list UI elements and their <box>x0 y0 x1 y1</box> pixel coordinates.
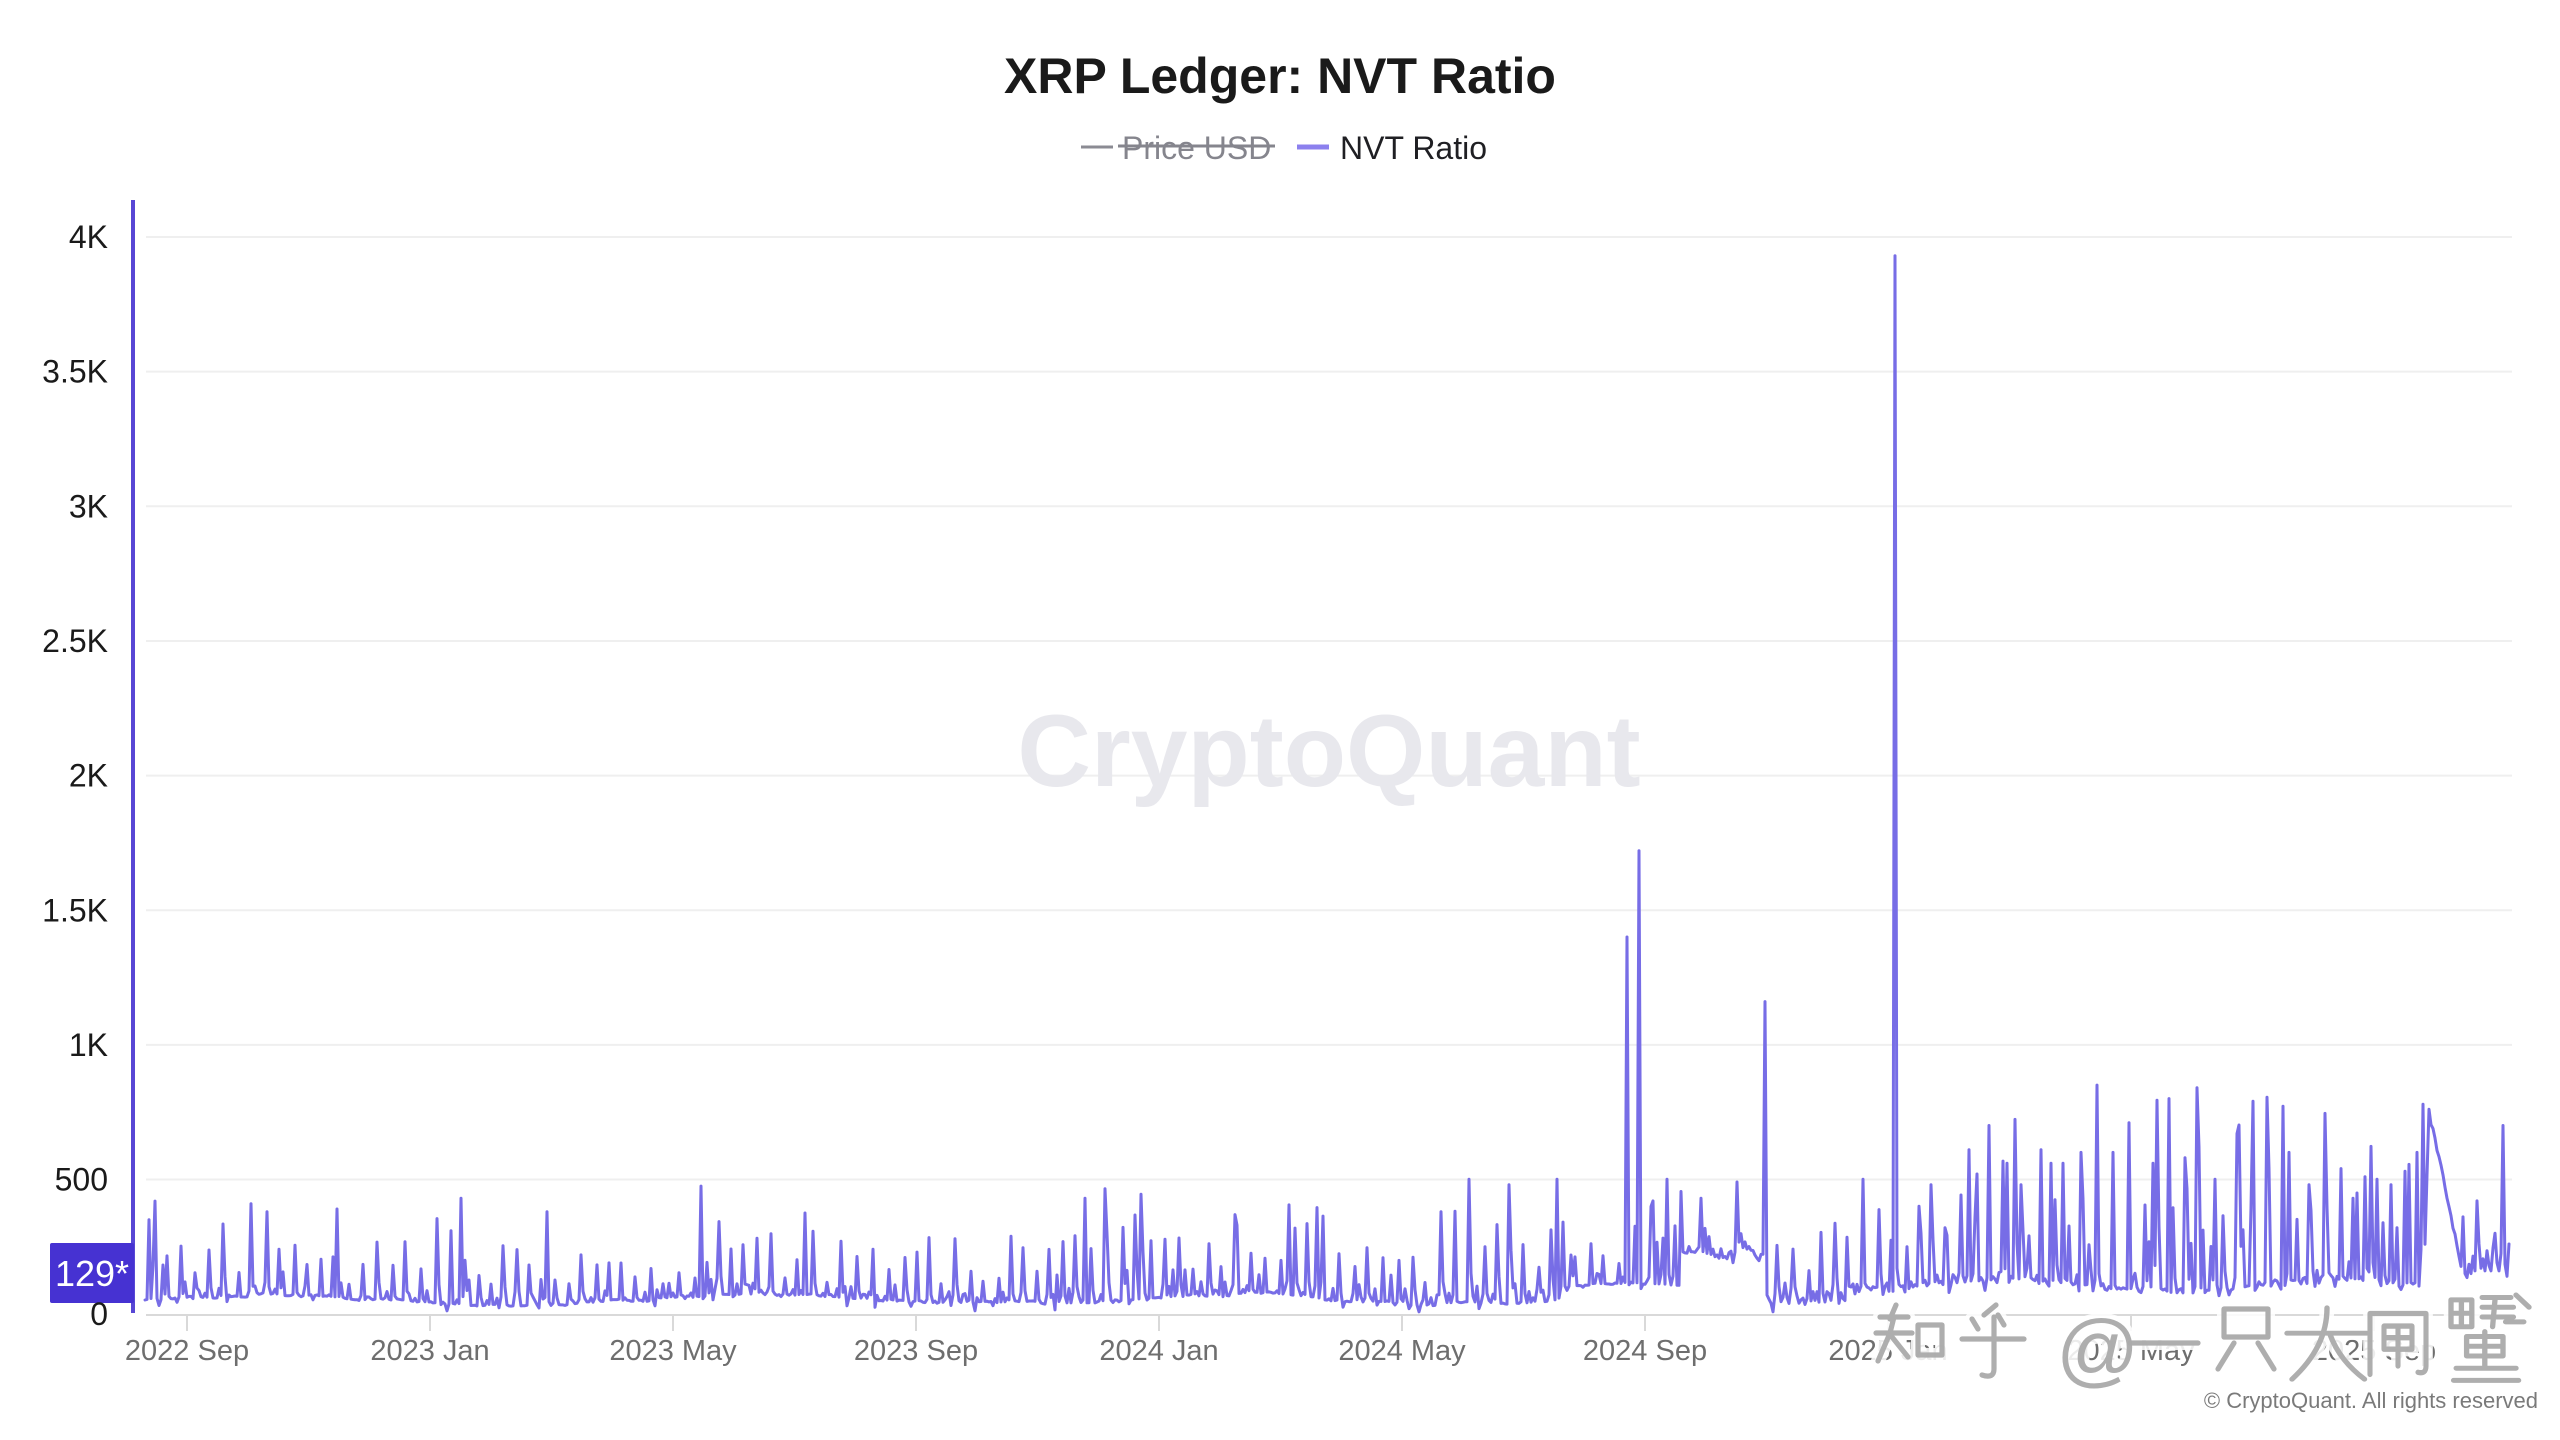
svg-text:2024 Sep: 2024 Sep <box>1583 1335 1707 1367</box>
svg-text:@: @ <box>2056 1304 2139 1395</box>
svg-text:1K: 1K <box>69 1027 108 1063</box>
svg-text:2023 May: 2023 May <box>609 1335 737 1367</box>
svg-text:XRP Ledger: NVT Ratio: XRP Ledger: NVT Ratio <box>1004 48 1556 104</box>
svg-text:129*: 129* <box>55 1253 129 1294</box>
svg-text:4K: 4K <box>69 219 108 255</box>
svg-text:2022 Sep: 2022 Sep <box>125 1335 249 1367</box>
svg-text:2K: 2K <box>69 758 108 794</box>
svg-text:2.5K: 2.5K <box>42 623 108 659</box>
svg-text:CryptoQuant: CryptoQuant <box>1017 694 1640 808</box>
svg-text:3.5K: 3.5K <box>42 354 108 390</box>
svg-text:2024 Jan: 2024 Jan <box>1099 1335 1218 1367</box>
svg-text:500: 500 <box>55 1162 108 1198</box>
svg-text:Price USD: Price USD <box>1122 130 1271 166</box>
svg-text:© CryptoQuant. All rights rese: © CryptoQuant. All rights reserved <box>2204 1388 2538 1413</box>
svg-text:1.5K: 1.5K <box>42 892 108 928</box>
svg-text:@: @ <box>2056 1304 2139 1395</box>
svg-text:2023 Jan: 2023 Jan <box>370 1335 489 1367</box>
svg-text:2023 Sep: 2023 Sep <box>854 1335 978 1367</box>
svg-text:2024 May: 2024 May <box>1338 1335 1466 1367</box>
svg-text:3K: 3K <box>69 488 108 524</box>
svg-text:0: 0 <box>90 1296 108 1332</box>
svg-text:NVT Ratio: NVT Ratio <box>1340 130 1487 166</box>
